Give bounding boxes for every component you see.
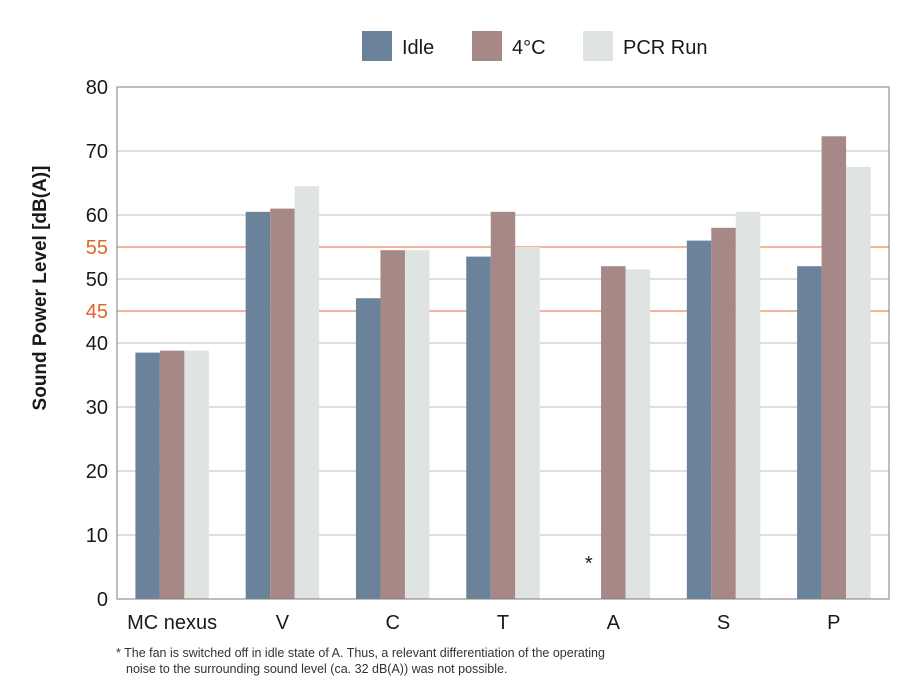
bar-cold-t: [490, 211, 516, 600]
x-tick-labels: MC nexus V C T A S P: [127, 612, 840, 634]
y-tick-label-0: 0: [97, 589, 108, 611]
bar-cold-mc-nexus: [159, 350, 185, 599]
bars-layer: *: [135, 136, 871, 600]
y-tick-label-40: 40: [86, 333, 108, 355]
y-tick-label-30: 30: [86, 397, 108, 419]
bar-cold-p: [821, 136, 847, 599]
y-tick-label-55: 55: [86, 237, 108, 259]
bar-idle-p: [797, 266, 822, 599]
legend-label-pcr: PCR Run: [623, 37, 707, 59]
bar-pcr-c: [404, 250, 430, 599]
legend-swatch-pcr: [583, 31, 613, 61]
bar-idle-mc-nexus: [135, 352, 160, 599]
chart: * 0 10 20 30 40 45 50 55 60 70 80 MC nexus V C T A S P I…: [30, 31, 890, 634]
frame-layer: [116, 86, 890, 600]
bar-pcr-v: [294, 186, 320, 599]
bar-pcr-s: [735, 211, 761, 600]
footnote-line-1: * The fan is switched off in idle state …: [116, 646, 605, 660]
bar-idle-s: [686, 240, 712, 599]
bar-pcr-t: [515, 247, 540, 599]
x-tick-label-a: A: [607, 612, 621, 634]
bar-cold-a: [601, 266, 626, 599]
footnote-line-2: noise to the surrounding sound level (ca…: [126, 662, 508, 676]
y-tick-label-45: 45: [86, 301, 108, 323]
legend-swatch-idle: [362, 31, 392, 61]
footnote: * The fan is switched off in idle state …: [116, 645, 756, 677]
bar-pcr-mc-nexus: [184, 350, 209, 599]
legend-label-idle: Idle: [402, 37, 434, 59]
x-tick-label-t: T: [497, 612, 509, 634]
annotation-asterisk: *: [585, 553, 593, 575]
bar-cold-v: [270, 208, 295, 599]
x-tick-label-p: P: [827, 612, 840, 634]
bar-cold-s: [711, 227, 736, 600]
legend-label-cold: 4°C: [512, 37, 546, 59]
x-tick-label-s: S: [717, 612, 730, 634]
y-tick-label-80: 80: [86, 77, 108, 99]
y-tick-label-10: 10: [86, 525, 108, 547]
x-tick-label-v: V: [276, 612, 290, 634]
bar-cold-c: [380, 250, 405, 599]
y-tick-label-20: 20: [86, 461, 108, 483]
plot-frame: [116, 86, 890, 600]
bar-pcr-a: [625, 269, 651, 599]
y-tick-label-70: 70: [86, 141, 108, 163]
x-tick-label-c: C: [385, 612, 399, 634]
y-axis-title: Sound Power Level [dB(A)]: [30, 166, 51, 411]
y-tick-label-50: 50: [86, 269, 108, 291]
bar-idle-c: [355, 298, 381, 599]
y-tick-label-60: 60: [86, 205, 108, 227]
y-tick-labels: 0 10 20 30 40 45 50 55 60 70 80: [86, 77, 108, 611]
bar-idle-v: [245, 211, 271, 600]
bar-pcr-p: [846, 167, 871, 599]
legend-swatch-cold: [472, 31, 502, 61]
bar-idle-t: [466, 256, 491, 599]
x-tick-label-mc-nexus: MC nexus: [127, 612, 217, 634]
legend: Idle 4°C PCR Run: [362, 31, 707, 61]
